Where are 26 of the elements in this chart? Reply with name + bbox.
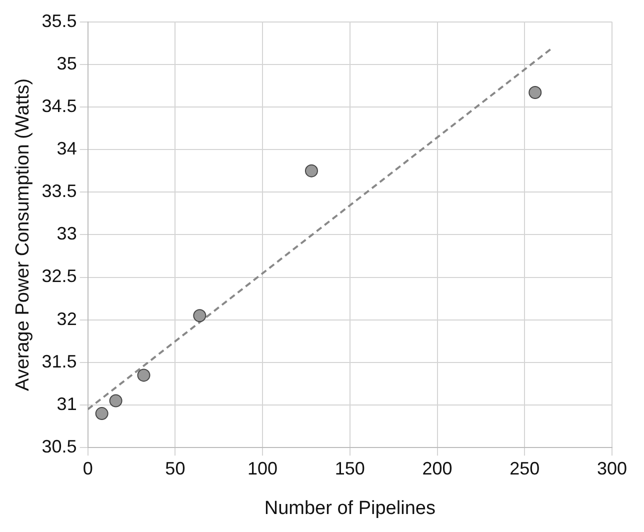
point: [109, 394, 122, 408]
point: [304, 164, 318, 178]
y-tick-label: 31: [56, 394, 77, 414]
y-tick-label: 31.5: [42, 351, 77, 372]
y-tick-label: 33: [56, 224, 77, 244]
y-tick-label: 30.5: [42, 436, 77, 457]
y-tick-label: 34: [56, 138, 77, 159]
point: [95, 407, 108, 420]
x-tick-label: 200: [422, 458, 452, 478]
x-tick-label: 300: [596, 458, 628, 478]
point: [193, 309, 206, 322]
x-tick-label: 0: [82, 458, 93, 478]
y-tick-label: 32: [56, 308, 77, 329]
y-axis-title: Average Power Consumption (Watts): [12, 78, 34, 391]
x-tick-label: 150: [334, 458, 365, 478]
point: [528, 86, 542, 99]
x-tick-label: 100: [248, 458, 278, 478]
x-tick-label: 50: [165, 458, 186, 478]
y-tick-label: 33.5: [42, 181, 77, 202]
point: [137, 368, 150, 382]
x-axis-title: Number of Pipelines: [264, 498, 436, 519]
y-tick-label: 32.5: [42, 266, 77, 286]
y-tick-label: 35: [56, 53, 77, 74]
y-tick-label: 34.5: [42, 96, 77, 116]
x-tick-label: 250: [510, 458, 540, 478]
y-tick-label: 35.5: [42, 10, 77, 31]
